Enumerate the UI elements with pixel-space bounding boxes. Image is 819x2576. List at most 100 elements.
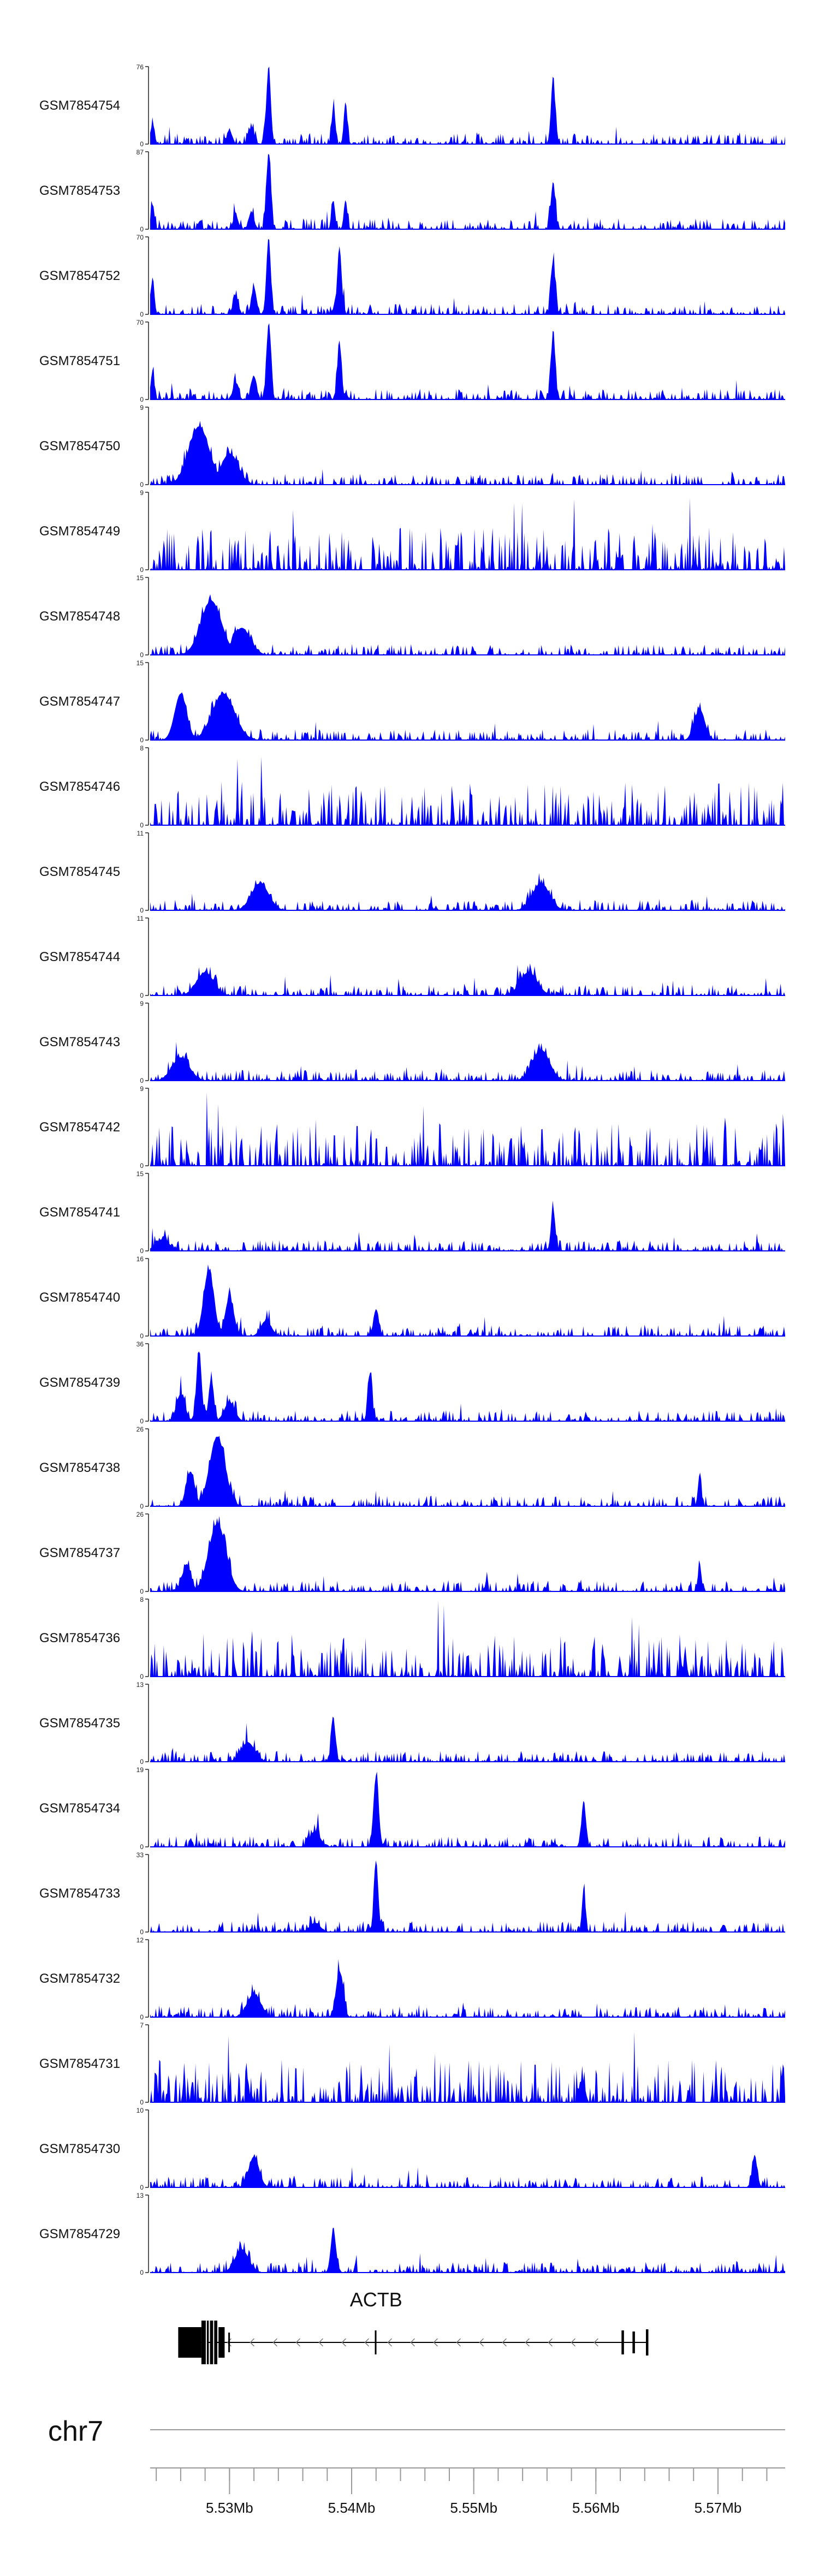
track-GSM7854739: GSM7854739 36 0 [39,1340,785,1425]
track-GSM7854742: GSM7854742 9 0 [39,1085,785,1170]
track-GSM7854740: GSM7854740 16 0 [39,1255,785,1340]
x-tick-label: 5.53Mb [206,2500,253,2516]
strand-chevron-icon [387,2338,392,2347]
coverage-area [150,239,785,314]
gene-annotation-track: ACTB [178,2288,649,2364]
gene-label: ACTB [350,2288,402,2311]
track-GSM7854745: GSM7854745 11 0 [39,830,785,914]
y-tick-label-max: 8 [140,744,144,752]
track-label: GSM7854749 [39,524,120,539]
coverage-area [150,1042,785,1081]
track-label: GSM7854730 [39,2142,120,2156]
y-tick-label-max: 36 [136,1340,144,1348]
track-label: GSM7854731 [39,2056,120,2071]
y-tick-label-max: 13 [136,1681,144,1689]
track-GSM7854731: GSM7854731 7 0 [39,2022,785,2106]
y-tick-label-max: 16 [136,1255,144,1263]
track-GSM7854741: GSM7854741 15 0 [39,1170,785,1255]
strand-chevron-icon [295,2338,300,2347]
strand-chevron-icon [364,2338,369,2347]
genome-axis: chr7 5.53Mb 5.54Mb 5.55Mb 5.56Mb 5.57Mb [48,2416,785,2516]
track-label: GSM7854745 [39,864,120,879]
track-GSM7854730: GSM7854730 10 0 [39,2107,785,2191]
coverage-area [150,594,785,655]
track-label: GSM7854742 [39,1120,120,1135]
coverage-area [150,756,785,825]
y-tick-label-max: 13 [136,2192,144,2199]
y-tick-label-max: 11 [137,915,144,922]
gene-exon [218,2327,225,2358]
y-tick-label-max: 15 [136,1170,144,1178]
y-tick-label-max: 15 [136,659,144,667]
coverage-area [150,1092,785,1166]
gene-exon [375,2330,377,2354]
coverage-area [150,323,785,399]
track-GSM7854738: GSM7854738 26 0 [39,1426,785,1510]
y-tick-label-max: 19 [136,1766,144,1774]
track-label: GSM7854751 [39,354,120,368]
strand-chevron-icon [525,2338,530,2347]
coverage-area [150,1716,785,1762]
track-GSM7854734: GSM7854734 19 0 [39,1766,785,1851]
strand-chevron-icon [548,2338,553,2347]
track-GSM7854737: GSM7854737 26 0 [39,1511,785,1595]
coverage-area [150,1772,785,1847]
track-label: GSM7854752 [39,269,120,283]
y-tick-label-min: 0 [140,2269,144,2276]
track-GSM7854753: GSM7854753 87 0 [39,148,785,233]
coverage-area [150,1516,785,1591]
y-tick-label-min: 0 [140,1417,144,1425]
coverage-area [150,1959,785,2017]
y-tick-label-min: 0 [140,1588,144,1595]
y-tick-label-min: 0 [140,1928,144,1936]
coverage-area [150,67,785,144]
track-label: GSM7854738 [39,1460,120,1475]
chromosome-label: chr7 [48,2416,103,2447]
y-tick-label-max: 33 [136,1851,144,1859]
y-tick-label-min: 0 [140,396,144,403]
coverage-area [150,421,785,485]
y-tick-label-max: 12 [136,1936,144,1944]
coverage-area [150,1200,785,1251]
y-tick-label-max: 9 [140,1085,144,1093]
strand-chevron-icon [318,2338,323,2347]
y-tick-label-min: 0 [140,1162,144,1170]
strand-chevron-icon [571,2338,575,2347]
y-tick-label-max: 9 [140,489,144,497]
track-label: GSM7854747 [39,694,120,709]
coverage-area [150,963,785,995]
coverage-area [150,2228,785,2273]
track-label: GSM7854740 [39,1290,120,1305]
strand-chevron-icon [272,2338,277,2347]
gene-exon [228,2333,230,2352]
coverage-area [150,154,785,229]
y-tick-label-min: 0 [140,225,144,233]
y-tick-label-min: 0 [140,1843,144,1851]
track-GSM7854732: GSM7854732 12 0 [39,1936,785,2021]
strand-chevron-icon [227,2338,232,2347]
y-tick-label-min: 0 [140,992,144,999]
y-tick-label-min: 0 [140,1673,144,1680]
gene-exon [201,2321,209,2364]
track-GSM7854748: GSM7854748 15 0 [39,574,785,659]
x-tick-label: 5.55Mb [450,2500,497,2516]
track-label: GSM7854734 [39,1801,120,1816]
y-tick-label-max: 26 [136,1511,144,1518]
y-tick-label-min: 0 [140,140,144,148]
coverage-area [150,1600,785,1677]
track-label: GSM7854739 [39,1375,120,1390]
coverage-tracks: GSM7854754760GSM7854753870GSM7854752700G… [39,63,785,2276]
y-tick-label-max: 70 [136,234,144,241]
y-tick-label-min: 0 [140,1247,144,1255]
strand-chevron-icon [410,2338,415,2347]
track-label: GSM7854737 [39,1546,120,1560]
strand-chevron-icon [433,2338,438,2347]
track-label: GSM7854744 [39,950,120,964]
y-tick-label-max: 9 [140,1000,144,1007]
gene-exon [632,2331,635,2353]
coverage-area [150,2032,785,2102]
coverage-area [150,691,785,740]
y-tick-label-min: 0 [140,821,144,829]
track-label: GSM7854735 [39,1716,120,1731]
